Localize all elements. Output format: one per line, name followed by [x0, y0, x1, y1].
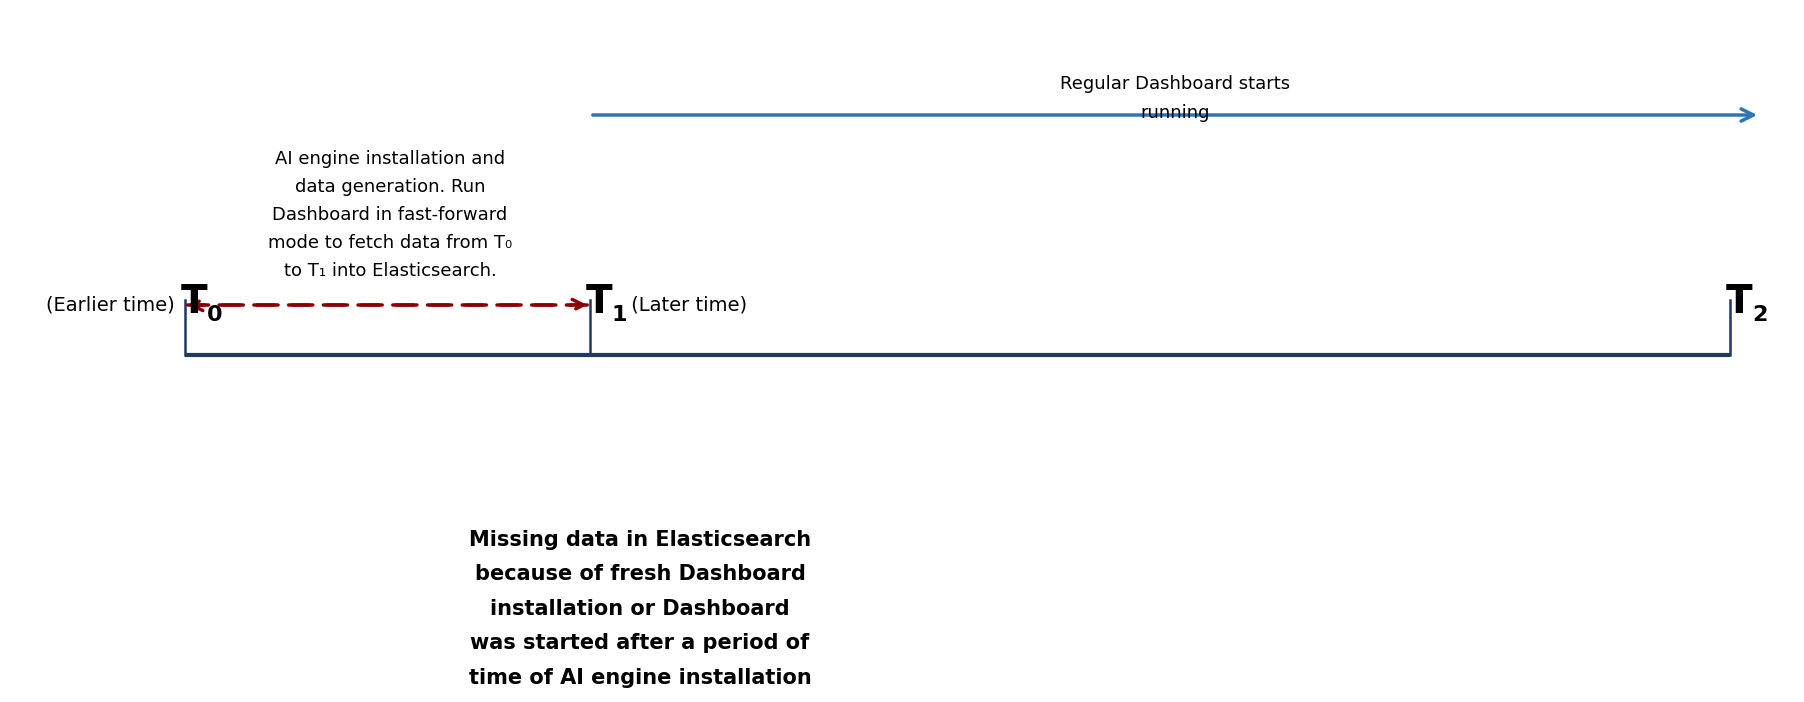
Text: AI engine installation and
data generation. Run
Dashboard in fast-forward
mode t: AI engine installation and data generati…: [267, 150, 512, 279]
Text: T: T: [180, 283, 207, 321]
Text: (Earlier time): (Earlier time): [45, 296, 180, 314]
Text: 1: 1: [612, 305, 628, 325]
Text: T: T: [1726, 283, 1753, 321]
Text: T: T: [586, 283, 613, 321]
Text: 0: 0: [207, 305, 222, 325]
Text: (Later time): (Later time): [624, 296, 747, 314]
Text: Regular Dashboard starts
running: Regular Dashboard starts running: [1061, 75, 1290, 122]
Text: 2: 2: [1752, 305, 1768, 325]
Text: Missing data in Elasticsearch
because of fresh Dashboard
installation or Dashboa: Missing data in Elasticsearch because of…: [469, 530, 812, 687]
